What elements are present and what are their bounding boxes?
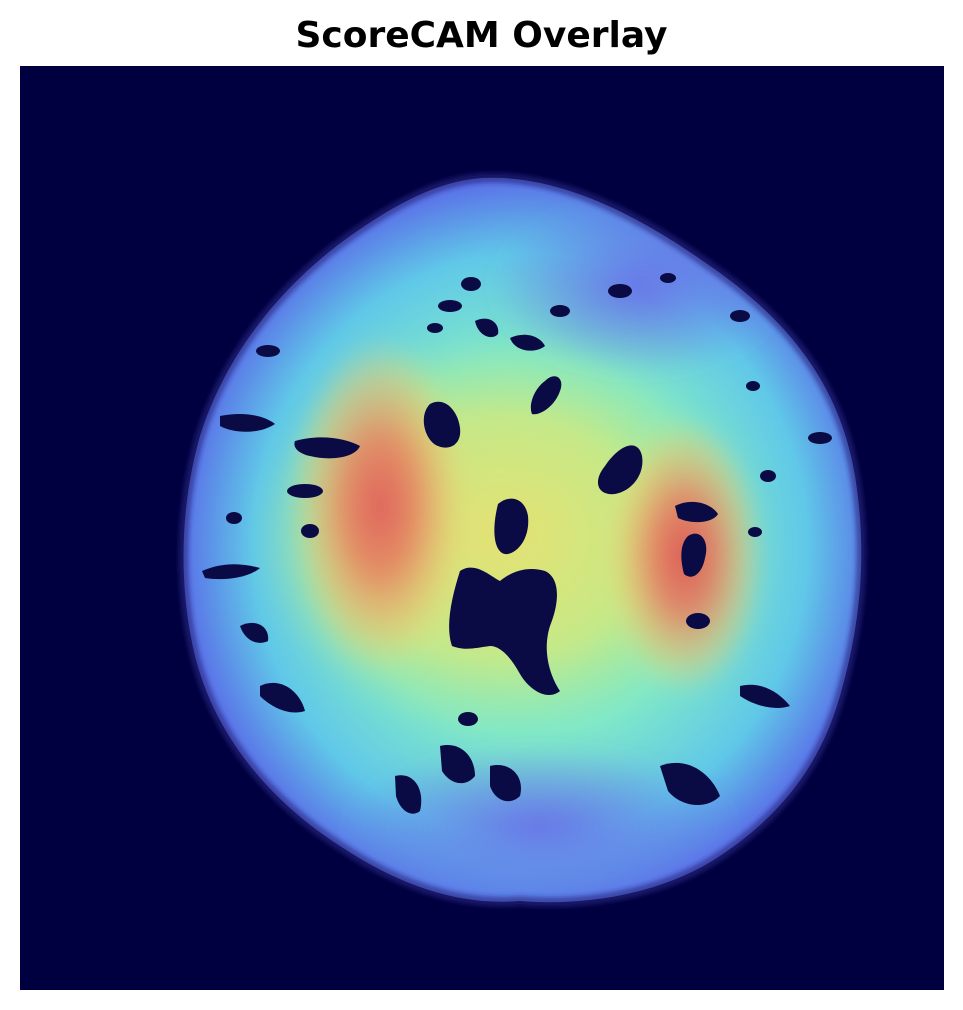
- scorecam-overlay-image: [20, 66, 944, 990]
- figure-title: ScoreCAM Overlay: [295, 15, 668, 56]
- ventricle-right: [597, 445, 643, 495]
- ventricle-lower: [449, 567, 560, 695]
- ventricle-center: [494, 498, 529, 555]
- dark-structures: [202, 273, 832, 814]
- brain-outline: [178, 172, 867, 908]
- ventricle-left: [423, 401, 461, 448]
- overlay-canvas: [20, 66, 944, 990]
